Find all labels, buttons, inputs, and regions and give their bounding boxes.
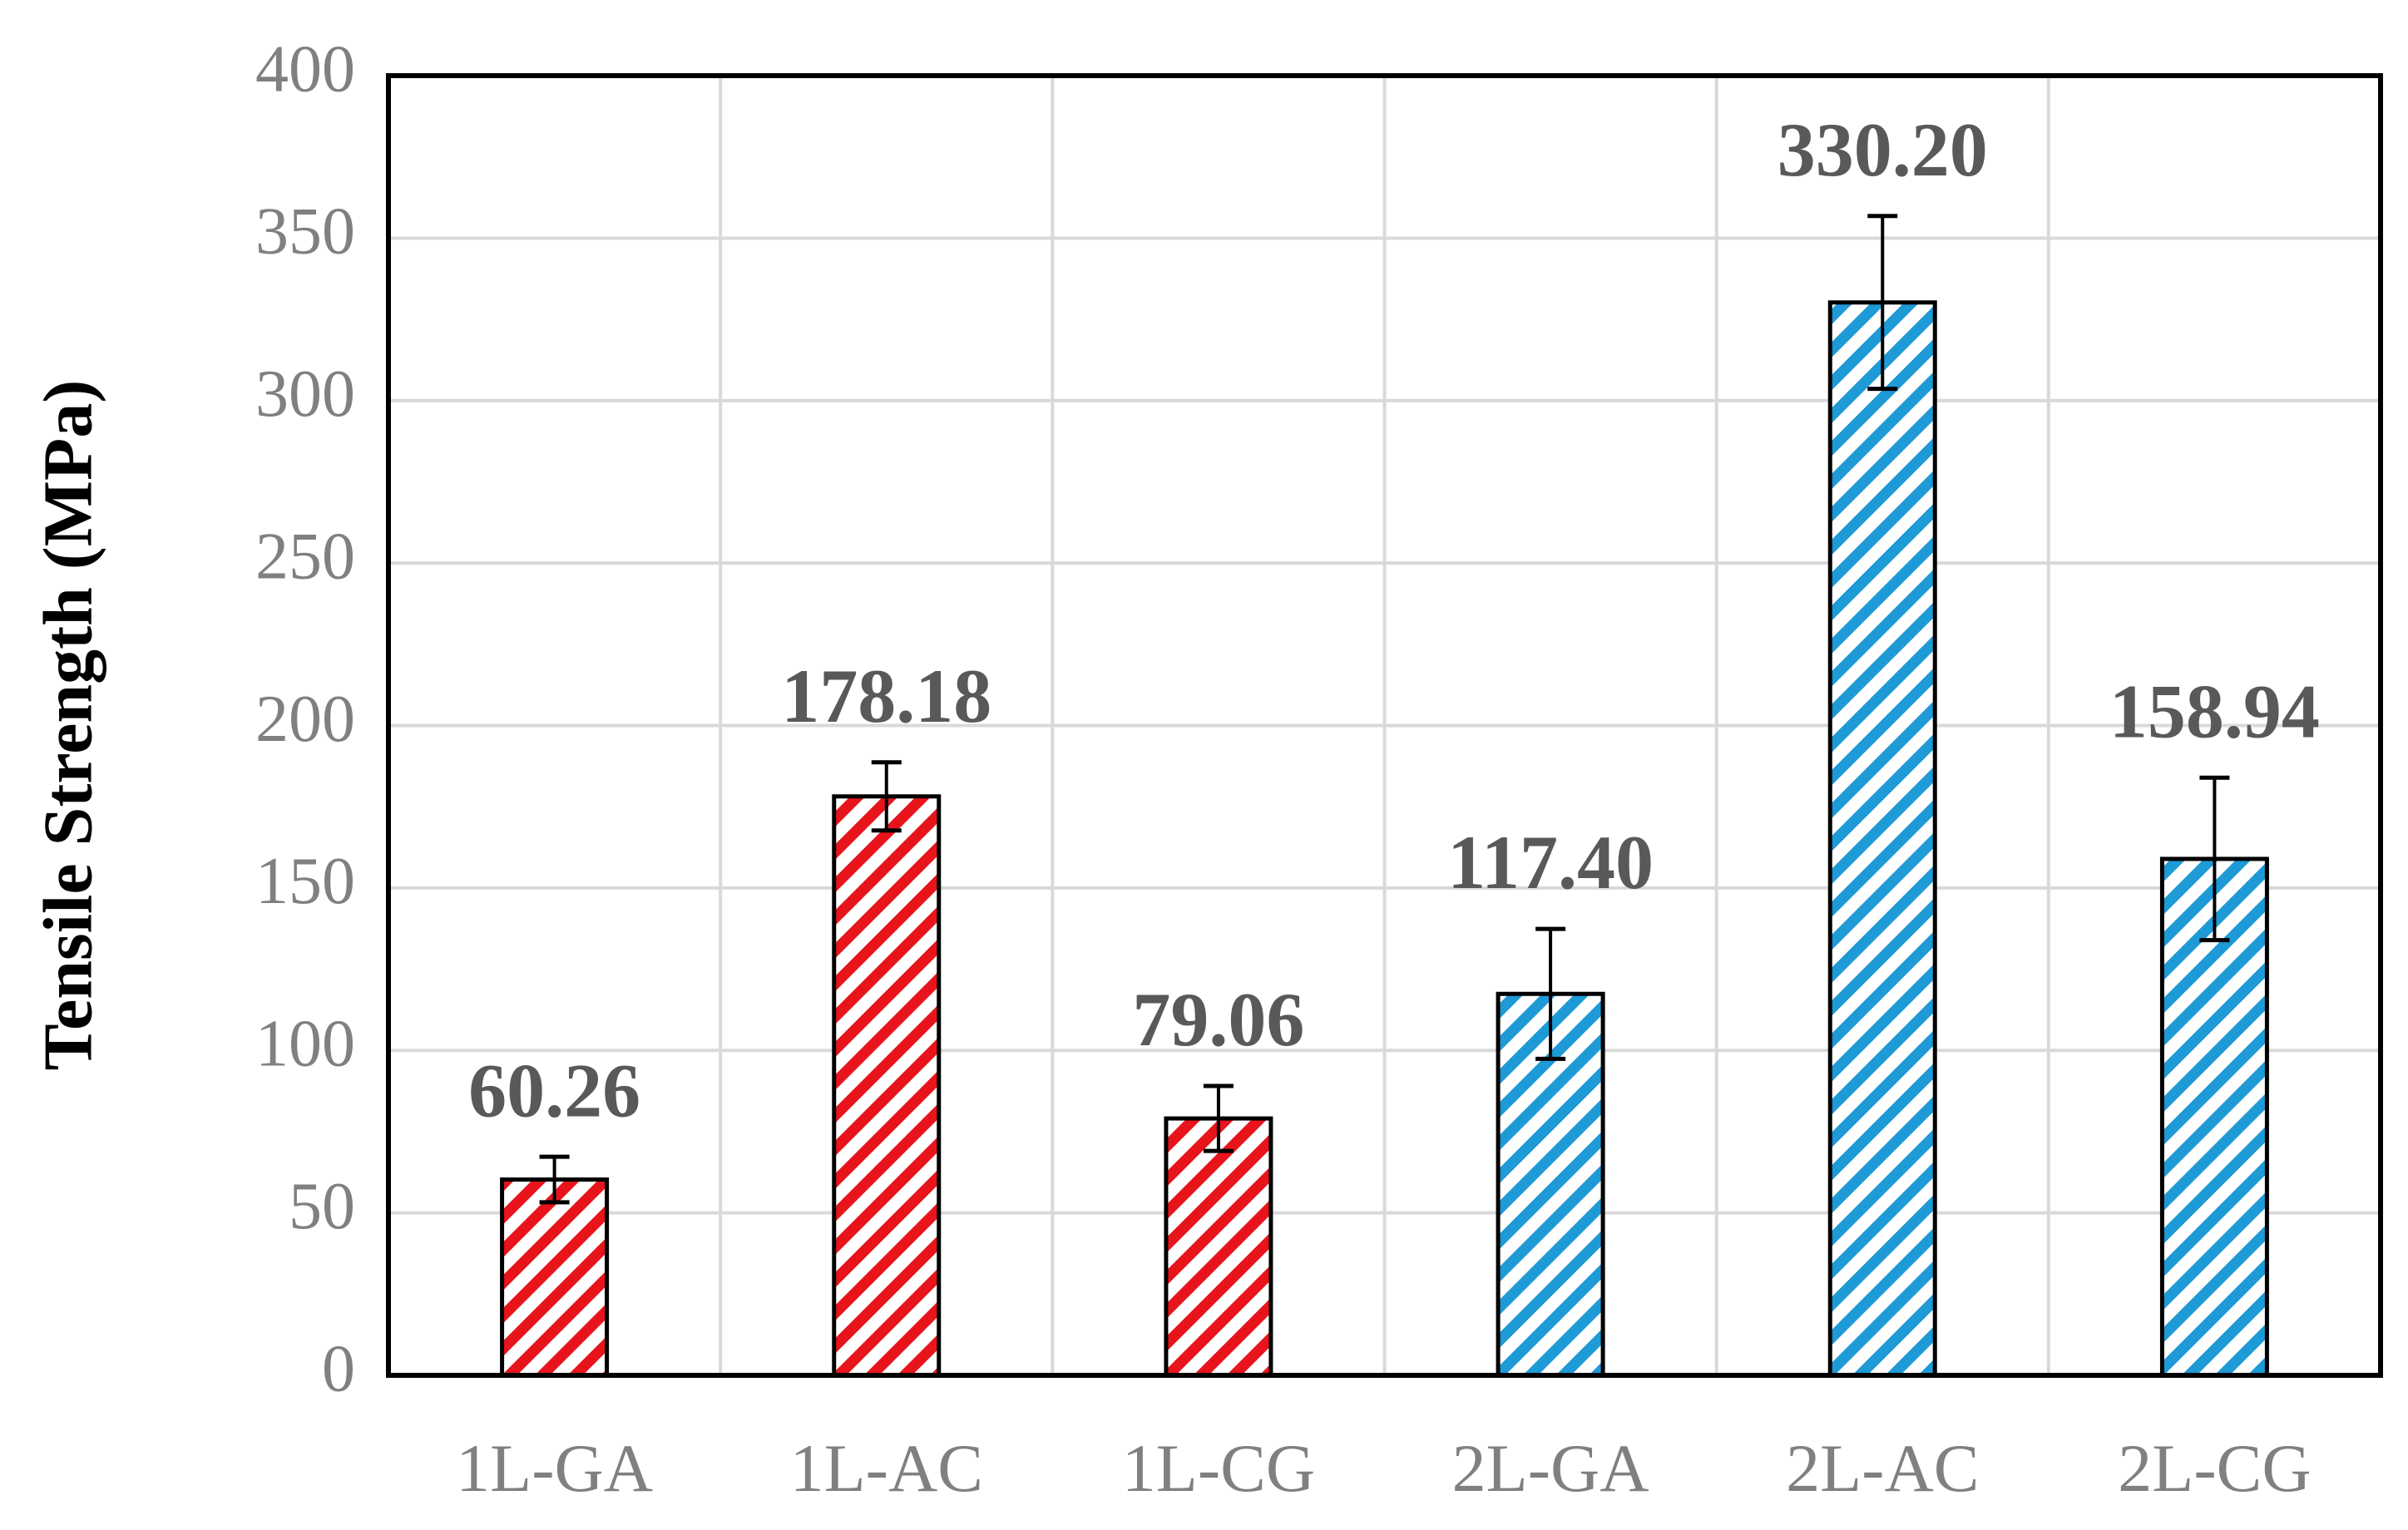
- bar: [1164, 1116, 1273, 1378]
- data-label: 158.94: [2109, 669, 2320, 753]
- x-tick-label: 1L-AC: [790, 1430, 983, 1506]
- bar: [832, 794, 942, 1378]
- error-bar: [1203, 1083, 1234, 1153]
- error-bar: [539, 1154, 570, 1205]
- data-label: 178.18: [781, 654, 991, 738]
- y-axis-label: Tensile Strength (MPa): [29, 380, 106, 1071]
- plot-border: [386, 73, 2383, 1378]
- x-tick-label: 2L-AC: [1786, 1430, 1979, 1506]
- y-tick-label: 50: [289, 1170, 355, 1243]
- y-tick-label: 150: [255, 845, 355, 918]
- error-bar: [2199, 775, 2230, 943]
- bar: [500, 1177, 610, 1378]
- data-label: 79.06: [1132, 977, 1304, 1062]
- x-tick-label: 2L-GA: [1452, 1430, 1649, 1506]
- y-tick-label: 0: [322, 1332, 355, 1405]
- y-tick-label: 400: [255, 32, 355, 106]
- bar: [1827, 300, 1937, 1378]
- error-bar: [1535, 926, 1566, 1061]
- y-tick-label: 350: [255, 195, 355, 269]
- y-tick-label: 100: [255, 1008, 355, 1081]
- y-tick-label: 300: [255, 358, 355, 431]
- y-tick-label: 200: [255, 683, 355, 756]
- x-tick-label: 1L-GA: [456, 1430, 653, 1506]
- error-bar: [1867, 214, 1898, 392]
- bar: [2159, 856, 2269, 1378]
- x-tick-label: 2L-CG: [2118, 1430, 2311, 1506]
- data-label: 330.20: [1778, 107, 1988, 192]
- y-tick-label: 250: [255, 520, 355, 593]
- data-label: 60.26: [468, 1048, 640, 1133]
- error-bar: [871, 760, 902, 833]
- data-label: 117.40: [1447, 820, 1654, 905]
- x-tick-label: 1L-CG: [1122, 1430, 1315, 1506]
